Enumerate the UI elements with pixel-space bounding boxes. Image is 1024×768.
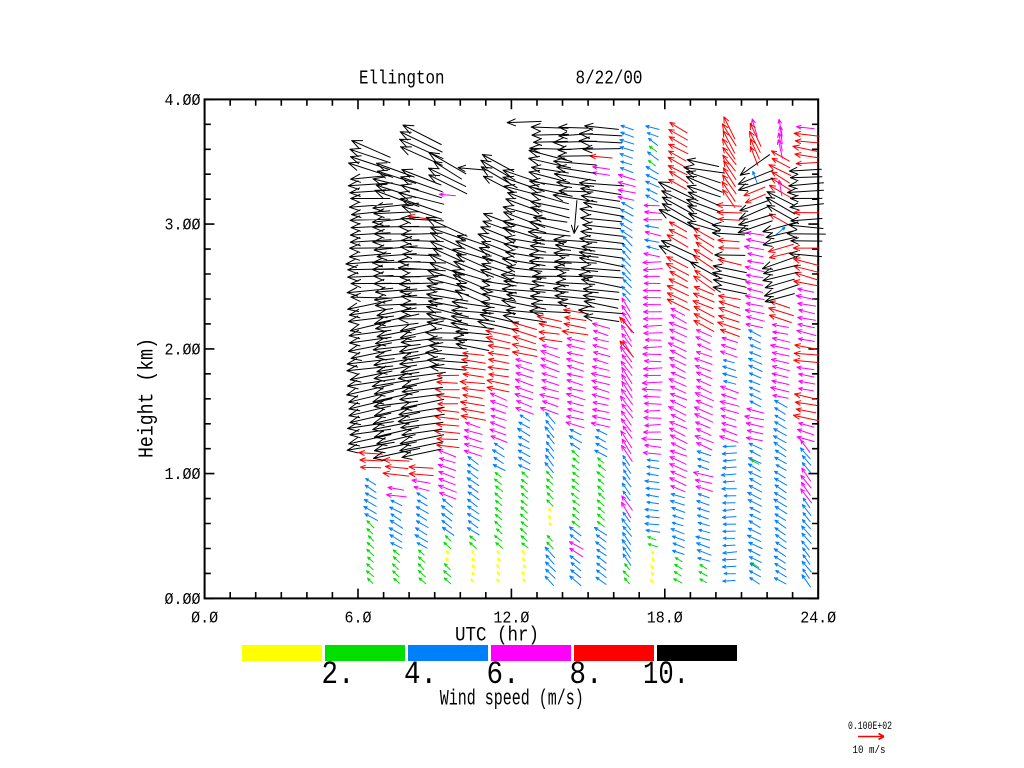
svg-text:0.100E+02: 0.100E+02 <box>848 721 892 733</box>
svg-text:Height (km): Height (km) <box>137 338 160 458</box>
svg-text:4.ØØ: 4.ØØ <box>165 92 201 111</box>
svg-text:8/22/00: 8/22/00 <box>576 68 643 90</box>
svg-text:8.: 8. <box>570 656 603 693</box>
svg-text:10 m/s: 10 m/s <box>853 745 886 757</box>
svg-text:6.Ø: 6.Ø <box>345 610 372 629</box>
svg-text:2.: 2. <box>322 656 355 693</box>
svg-text:1.ØØ: 1.ØØ <box>165 466 201 485</box>
svg-text:24.Ø: 24.Ø <box>800 610 836 629</box>
svg-text:6.: 6. <box>487 656 520 693</box>
svg-text:10.: 10. <box>643 656 689 693</box>
svg-text:UTC (hr): UTC (hr) <box>455 625 539 648</box>
svg-text:Wind speed (m/s): Wind speed (m/s) <box>440 687 584 712</box>
svg-text:Ø.Ø: Ø.Ø <box>191 610 218 629</box>
svg-text:4.: 4. <box>404 656 437 693</box>
svg-text:2.ØØ: 2.ØØ <box>165 341 201 360</box>
svg-text:Ellington: Ellington <box>359 68 445 90</box>
svg-text:Ø.ØØ: Ø.ØØ <box>165 591 201 610</box>
svg-text:3.ØØ: 3.ØØ <box>165 217 201 236</box>
svg-text:12.Ø: 12.Ø <box>493 610 529 629</box>
svg-text:18.Ø: 18.Ø <box>647 610 683 629</box>
